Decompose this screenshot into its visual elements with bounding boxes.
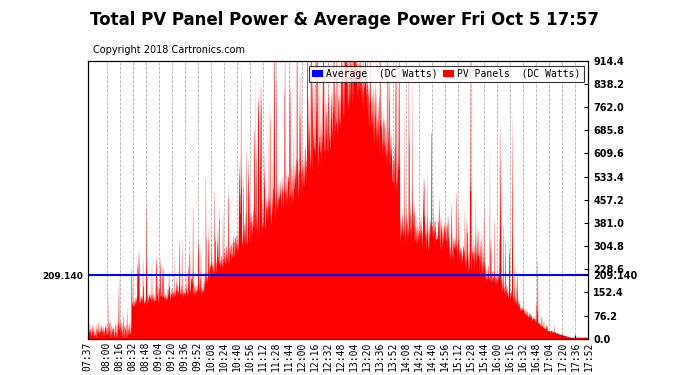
Text: Total PV Panel Power & Average Power Fri Oct 5 17:57: Total PV Panel Power & Average Power Fri… <box>90 11 600 29</box>
Text: Copyright 2018 Cartronics.com: Copyright 2018 Cartronics.com <box>93 45 245 55</box>
Legend: Average  (DC Watts), PV Panels  (DC Watts): Average (DC Watts), PV Panels (DC Watts) <box>308 66 584 81</box>
